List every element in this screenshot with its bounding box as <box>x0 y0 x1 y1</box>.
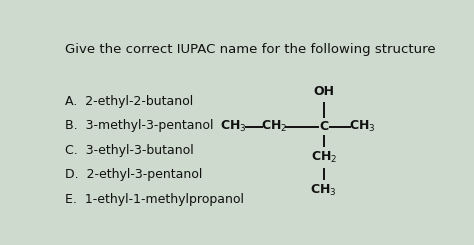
Text: E.  1-ethyl-1-methylpropanol: E. 1-ethyl-1-methylpropanol <box>65 193 244 206</box>
Text: CH$_2$: CH$_2$ <box>310 150 337 165</box>
Text: CH$_3$: CH$_3$ <box>349 119 375 134</box>
Text: OH: OH <box>313 85 334 98</box>
Text: CH$_3$: CH$_3$ <box>220 119 247 134</box>
Text: C.  3-ethyl-3-butanol: C. 3-ethyl-3-butanol <box>65 144 193 157</box>
Text: C: C <box>319 120 328 133</box>
Text: CH$_2$: CH$_2$ <box>261 119 287 134</box>
Text: CH$_3$: CH$_3$ <box>310 183 337 198</box>
Text: A.  2-ethyl-2-butanol: A. 2-ethyl-2-butanol <box>65 95 193 108</box>
Text: D.  2-ethyl-3-pentanol: D. 2-ethyl-3-pentanol <box>65 168 202 181</box>
Text: Give the correct IUPAC name for the following structure: Give the correct IUPAC name for the foll… <box>65 43 436 56</box>
Text: B.  3-methyl-3-pentanol: B. 3-methyl-3-pentanol <box>65 119 213 132</box>
